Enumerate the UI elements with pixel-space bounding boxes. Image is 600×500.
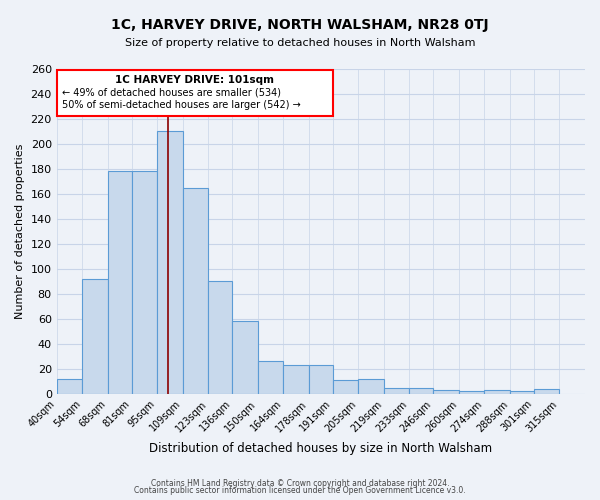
Bar bbox=[534, 389, 559, 394]
Bar bbox=[56, 379, 82, 394]
Text: 50% of semi-detached houses are larger (542) →: 50% of semi-detached houses are larger (… bbox=[62, 100, 301, 110]
Bar bbox=[358, 379, 384, 394]
Bar bbox=[183, 188, 208, 394]
Text: ← 49% of detached houses are smaller (534): ← 49% of detached houses are smaller (53… bbox=[62, 88, 281, 98]
Bar bbox=[131, 172, 157, 394]
Bar bbox=[208, 282, 232, 394]
Bar bbox=[484, 390, 510, 394]
Bar bbox=[309, 365, 333, 394]
Text: Size of property relative to detached houses in North Walsham: Size of property relative to detached ho… bbox=[125, 38, 475, 48]
Y-axis label: Number of detached properties: Number of detached properties bbox=[15, 144, 25, 319]
Bar bbox=[283, 365, 309, 394]
Text: Contains HM Land Registry data © Crown copyright and database right 2024.: Contains HM Land Registry data © Crown c… bbox=[151, 478, 449, 488]
Bar bbox=[433, 390, 459, 394]
Text: 1C, HARVEY DRIVE, NORTH WALSHAM, NR28 0TJ: 1C, HARVEY DRIVE, NORTH WALSHAM, NR28 0T… bbox=[111, 18, 489, 32]
Bar bbox=[409, 388, 433, 394]
X-axis label: Distribution of detached houses by size in North Walsham: Distribution of detached houses by size … bbox=[149, 442, 493, 455]
Bar bbox=[459, 392, 484, 394]
Bar bbox=[82, 279, 108, 394]
Bar bbox=[333, 380, 358, 394]
Bar bbox=[258, 362, 283, 394]
Bar bbox=[384, 388, 409, 394]
Bar bbox=[510, 392, 534, 394]
Bar bbox=[232, 322, 258, 394]
Text: 1C HARVEY DRIVE: 101sqm: 1C HARVEY DRIVE: 101sqm bbox=[115, 75, 274, 85]
FancyBboxPatch shape bbox=[56, 70, 333, 116]
Bar bbox=[157, 132, 183, 394]
Bar bbox=[108, 172, 131, 394]
Text: Contains public sector information licensed under the Open Government Licence v3: Contains public sector information licen… bbox=[134, 486, 466, 495]
